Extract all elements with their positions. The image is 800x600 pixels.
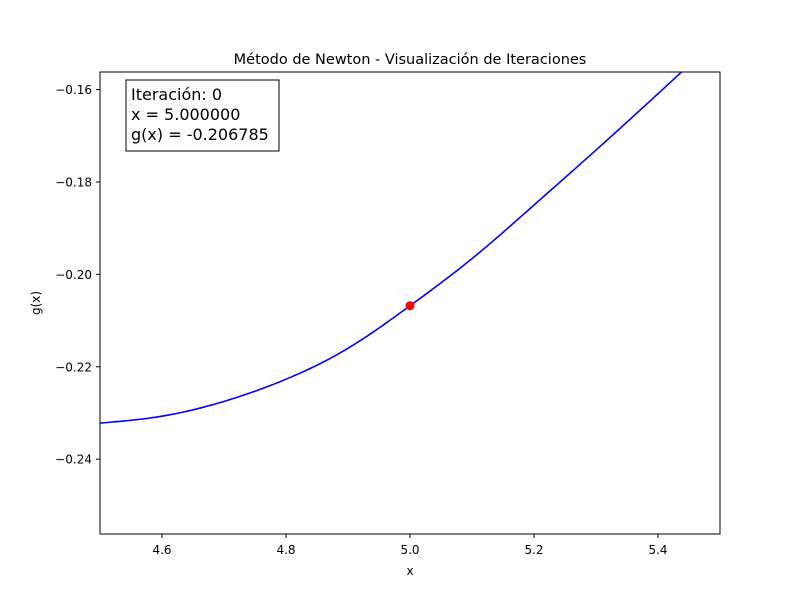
y-tick-label: −0.24 [55,453,92,467]
gx-value-label: g(x) = -0.206785 [131,125,269,144]
info-box-frame [125,79,280,152]
x-tick-label: 5.4 [648,543,667,557]
x-tick-label: 5.2 [524,543,543,557]
y-tick-label: −0.22 [55,360,92,374]
x-axis: 4.6 4.8 5.0 5.2 5.4 [152,534,668,557]
x-tick-label: 4.8 [276,543,295,557]
g-curve-line [100,72,683,424]
y-tick-label: −0.18 [55,175,92,189]
y-axis-label: g(x) [29,291,43,315]
chart-title: Método de Newton - Visualización de Iter… [234,52,587,68]
x-tick-label: 4.6 [152,543,171,557]
iteration-label: Iteración: 0 [131,85,222,104]
current-iteration-point [405,301,415,311]
x-value-label: x = 5.000000 [131,105,240,124]
y-tick-label: −0.20 [55,268,92,282]
x-tick-label: 5.0 [400,543,419,557]
iteration-info-box: Iteración: 0 x = 5.000000 g(x) = -0.2067… [125,79,280,152]
y-axis: −0.16 −0.18 −0.20 −0.22 −0.24 [55,83,100,467]
x-axis-label: x [406,564,413,578]
y-tick-label: −0.16 [55,83,92,97]
